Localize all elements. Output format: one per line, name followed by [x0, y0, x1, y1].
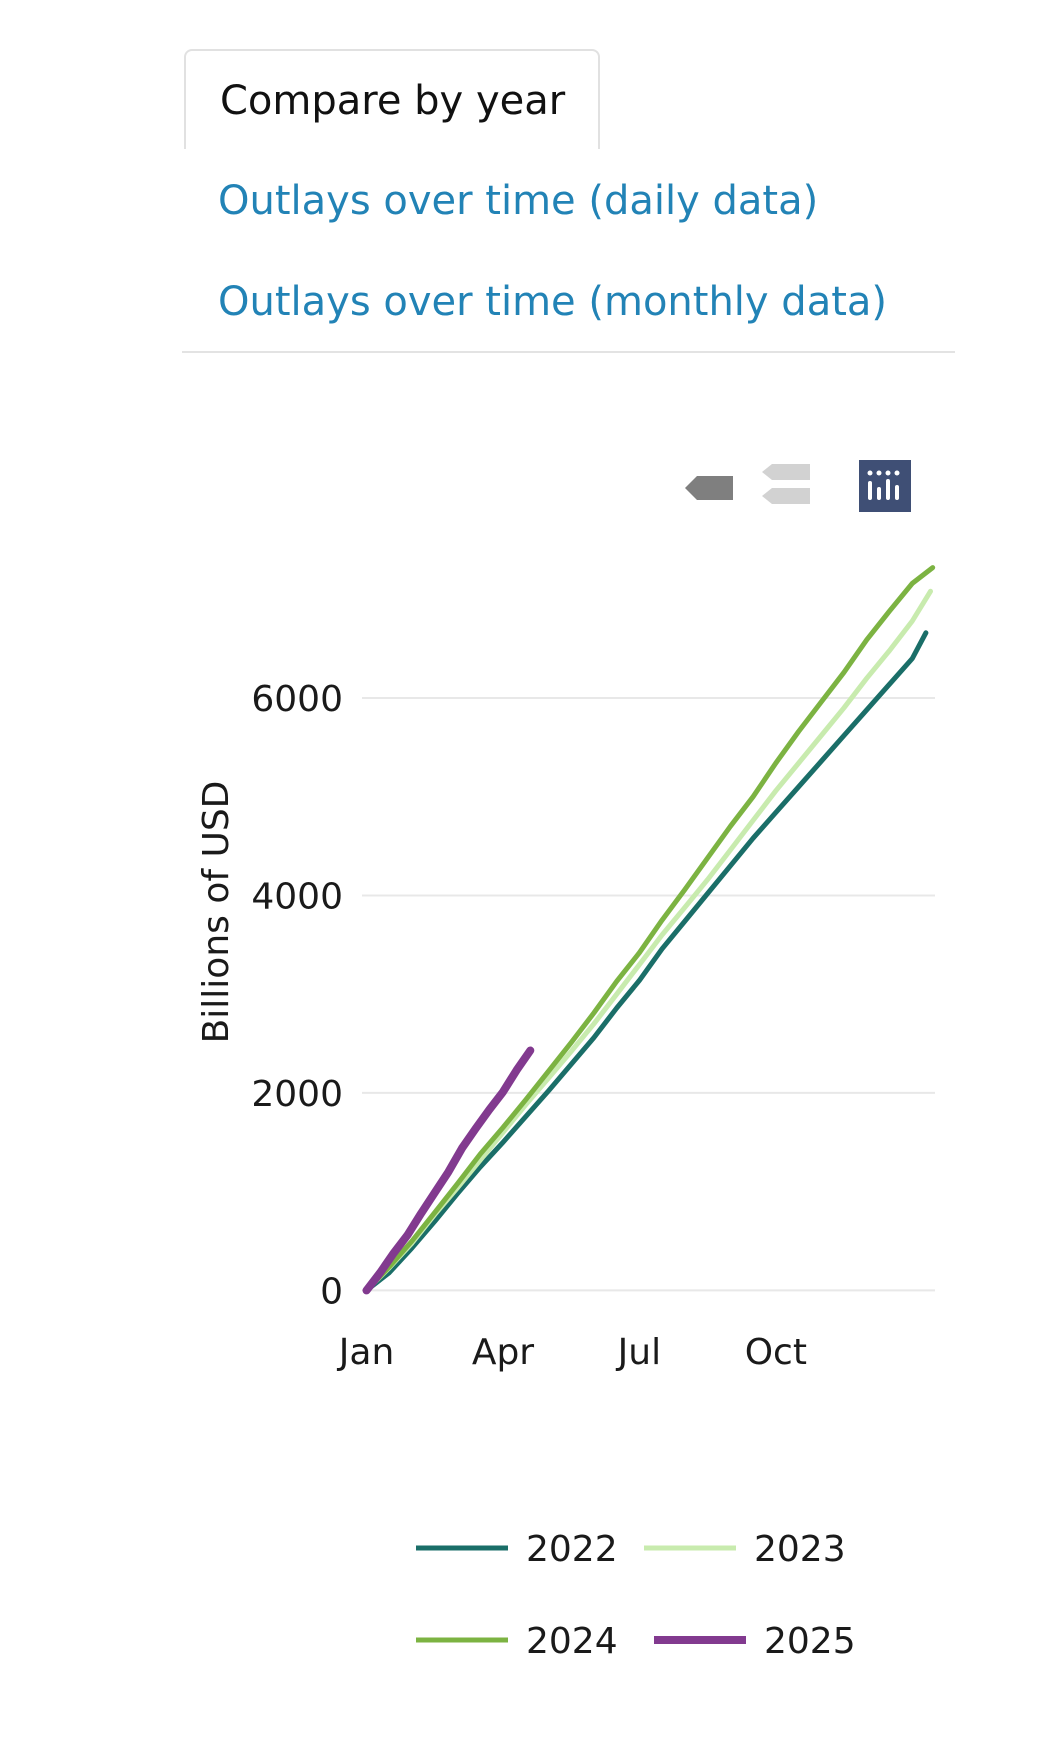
series-line-2022 — [364, 630, 929, 1293]
tab-outlays-daily[interactable]: Outlays over time (daily data) — [218, 178, 819, 224]
x-axis-ticks: Jan Apr Jul Oct — [337, 1332, 807, 1373]
legend-item-2023[interactable]: 2023 — [644, 1529, 846, 1570]
tabs-divider — [182, 351, 955, 353]
compare-hover-icon[interactable] — [758, 462, 812, 508]
x-tick-label: Apr — [472, 1332, 534, 1373]
plotly-logo-icon[interactable] — [859, 460, 911, 512]
gridlines — [362, 696, 935, 1292]
legend-label-2024: 2024 — [526, 1621, 618, 1662]
legend-item-2024[interactable]: 2024 — [416, 1621, 618, 1662]
x-tick-label: Jul — [616, 1332, 661, 1373]
legend-label-2023: 2023 — [754, 1529, 846, 1570]
tab-outlays-monthly[interactable]: Outlays over time (monthly data) — [218, 279, 888, 325]
legend-label-2022: 2022 — [526, 1529, 618, 1570]
y-tick-label: 2000 — [251, 1074, 343, 1115]
tab-compare-by-year-label: Compare by year — [220, 78, 566, 124]
series-line-2023 — [364, 588, 933, 1293]
legend-label-2025: 2025 — [764, 1621, 856, 1662]
y-tick-label: 0 — [320, 1271, 343, 1312]
y-axis-ticks: 0 2000 4000 6000 — [251, 679, 343, 1312]
legend-item-2025[interactable]: 2025 — [654, 1621, 856, 1662]
series-line-2024 — [364, 565, 936, 1293]
legend-item-2022[interactable]: 2022 — [416, 1529, 618, 1570]
x-tick-label: Oct — [745, 1332, 807, 1373]
zoom-in-hover-icon[interactable] — [683, 472, 735, 504]
tab-compare-by-year[interactable]: Compare by year — [184, 49, 600, 149]
x-tick-label: Jan — [337, 1332, 395, 1373]
y-tick-label: 6000 — [251, 679, 343, 720]
series-line-2025 — [362, 1046, 535, 1295]
y-tick-label: 4000 — [251, 876, 343, 917]
legend[interactable]: 2022 2023 2024 2025 — [416, 1529, 856, 1662]
y-axis-title: Billions of USD — [196, 781, 237, 1044]
series-lines — [362, 565, 936, 1295]
